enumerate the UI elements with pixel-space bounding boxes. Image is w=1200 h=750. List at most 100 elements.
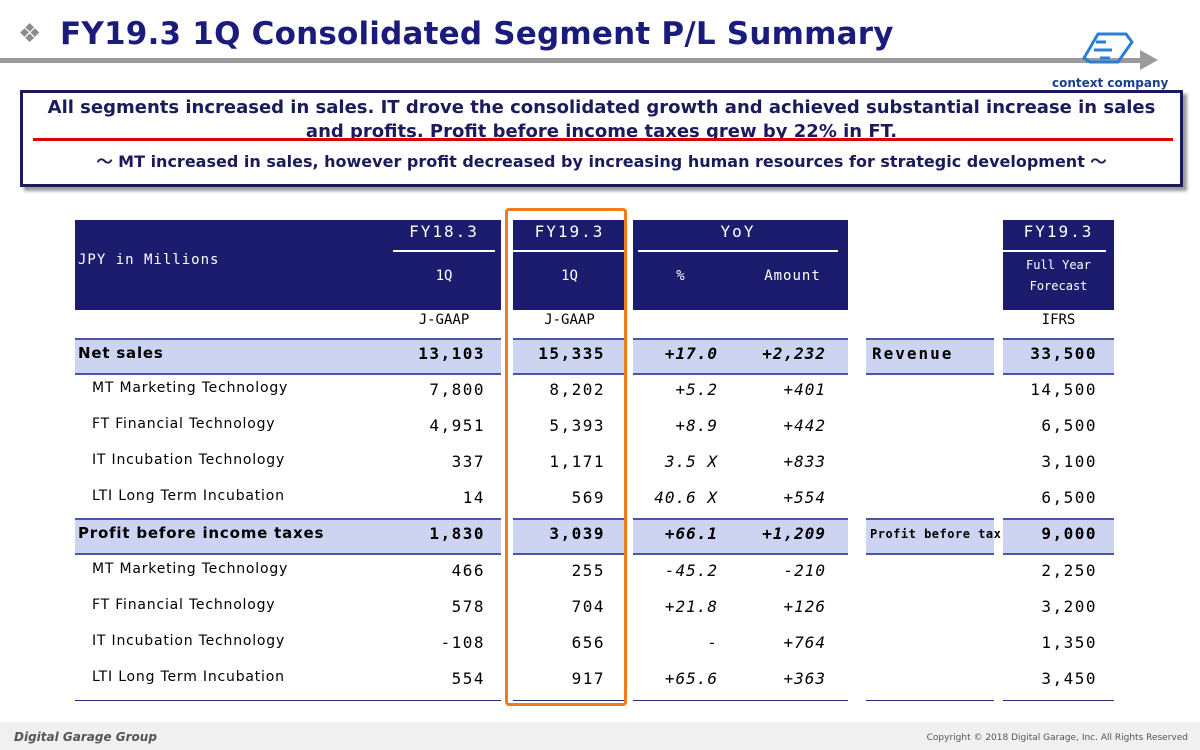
row-label: MT Marketing Technology (92, 380, 289, 396)
row-yoy-pct: +21.8 (664, 597, 718, 616)
row-yoy-amount: +1,209 (762, 524, 826, 543)
copyright-text: Copyright © 2018 Digital Garage, Inc. Al… (926, 733, 1188, 743)
row-forecast-value: 14,500 (1030, 380, 1097, 399)
row-fy19-value: 3,039 (549, 524, 605, 543)
row-fy18-value: 1,830 (429, 524, 485, 543)
col-fy19: FY19.3 (534, 222, 605, 241)
unit-label: JPY in Millions (78, 252, 220, 268)
row-yoy-amount: +126 (783, 597, 826, 616)
row-label: FT Financial Technology (92, 416, 276, 432)
row-fy19-value: 704 (571, 597, 605, 616)
gaap-fy19: J-GAAP (544, 312, 595, 328)
header-yoy (633, 220, 848, 310)
diamond-bullet-icon: ❖ (18, 19, 42, 49)
bottom-line-left (75, 700, 501, 701)
row-yoy-pct: +8.9 (675, 416, 718, 435)
sub-forecast-1: Full Year (1025, 258, 1092, 272)
title-row: ❖ FY19.3 1Q Consolidated Segment P/L Sum… (18, 12, 894, 56)
row-forecast-value: 3,100 (1041, 452, 1097, 471)
row-forecast-value: 9,000 (1041, 524, 1097, 543)
sub-q-fy19: 1Q (561, 268, 578, 284)
row-yoy-pct: +66.1 (664, 524, 718, 543)
row-fy19-value: 5,393 (549, 416, 605, 435)
band-net-sales-forecast (1003, 338, 1114, 375)
row-fy19-value: 15,335 (538, 344, 605, 363)
row-label: LTI Long Term Incubation (92, 488, 285, 504)
row-yoy-amount: +442 (783, 416, 826, 435)
row-forecast-value: 2,250 (1041, 561, 1097, 580)
row-fy19-value: 255 (571, 561, 605, 580)
title-divider (0, 58, 1145, 63)
header-unit: JPY in Millions (75, 220, 501, 310)
row-fy18-value: 466 (451, 561, 485, 580)
row-fy19-value: 569 (571, 488, 605, 507)
row-yoy-amount: -210 (783, 561, 826, 580)
row-fy18-value: 14 (462, 488, 485, 507)
band-profit-forecast (1003, 518, 1114, 555)
summary-sub-text: ～ MT increased in sales, however profit … (96, 152, 1107, 171)
row-yoy-amount: +2,232 (762, 344, 826, 363)
row-forecast-value: 3,200 (1041, 597, 1097, 616)
header-divider-forecast (1003, 250, 1106, 252)
header-divider-fy18 (393, 250, 495, 252)
row-ifrs-label: Profit before tax (870, 527, 1002, 541)
col-forecast: FY19.3 (1023, 222, 1094, 241)
row-fy18-value: 578 (451, 597, 485, 616)
bottom-line-ifrs (866, 700, 994, 701)
bottom-line-forecast (1003, 700, 1114, 701)
row-forecast-value: 1,350 (1041, 633, 1097, 652)
band-net-sales-fy19 (513, 338, 626, 375)
col-yoy: YoY (720, 222, 756, 241)
sub-q-fy18: 1Q (435, 268, 453, 284)
dg-logo-icon (1081, 32, 1134, 64)
sub-forecast-2: Forecast (1029, 279, 1088, 293)
header-divider-fy19 (513, 250, 626, 252)
row-label: LTI Long Term Incubation (92, 669, 285, 685)
row-label: FT Financial Technology (92, 597, 276, 613)
row-yoy-pct: - (707, 633, 718, 652)
row-yoy-amount: +764 (783, 633, 826, 652)
gaap-fy18: J-GAAP (418, 312, 470, 328)
footer-logo: Digital Garage Group (14, 730, 157, 744)
row-label: IT Incubation Technology (92, 633, 286, 649)
sub-pct: % (676, 268, 685, 284)
gaap-forecast: IFRS (1041, 312, 1076, 328)
row-label: IT Incubation Technology (92, 452, 286, 468)
header-forecast (1003, 220, 1114, 310)
row-forecast-value: 33,500 (1030, 344, 1097, 363)
header-fy19 (513, 220, 626, 310)
row-fy18-value: 4,951 (429, 416, 485, 435)
row-fy19-value: 917 (571, 669, 605, 688)
summary-main-text: All segments increased in sales. IT drov… (47, 97, 1156, 142)
row-fy19-value: 656 (571, 633, 605, 652)
footer-bar (0, 722, 1200, 750)
bottom-line-yoy (633, 700, 848, 701)
bottom-line-fy19 (513, 700, 626, 701)
band-profit-yoy (633, 518, 848, 555)
row-fy19-value: 1,171 (549, 452, 605, 471)
row-yoy-amount: +363 (783, 669, 826, 688)
band-profit-left (75, 518, 501, 555)
band-net-sales-ifrs (866, 338, 994, 375)
row-forecast-value: 3,450 (1041, 669, 1097, 688)
row-fy18-value: 7,800 (429, 380, 485, 399)
row-label: Profit before income taxes (78, 524, 325, 542)
sub-amount: Amount (764, 268, 821, 284)
row-fy18-value: 337 (451, 452, 485, 471)
header-divider-yoy (638, 250, 838, 252)
row-yoy-pct: +5.2 (675, 380, 718, 399)
band-profit-ifrs (866, 518, 994, 555)
fy19-highlight-frame (505, 208, 627, 706)
row-yoy-pct: 40.6 X (654, 488, 718, 507)
title-arrow-icon (1140, 50, 1158, 70)
row-yoy-pct: 3.5 X (664, 452, 718, 471)
row-yoy-pct: -45.2 (664, 561, 718, 580)
logo-caption: context company (1052, 76, 1169, 90)
row-label: MT Marketing Technology (92, 561, 289, 577)
row-fy19-value: 8,202 (549, 380, 605, 399)
row-fy18-value: -108 (440, 633, 485, 652)
summary-box: All segments increased in sales. IT drov… (20, 90, 1183, 187)
row-forecast-value: 6,500 (1041, 488, 1097, 507)
row-ifrs-label: Revenue (872, 344, 954, 363)
row-label: Net sales (78, 344, 164, 362)
